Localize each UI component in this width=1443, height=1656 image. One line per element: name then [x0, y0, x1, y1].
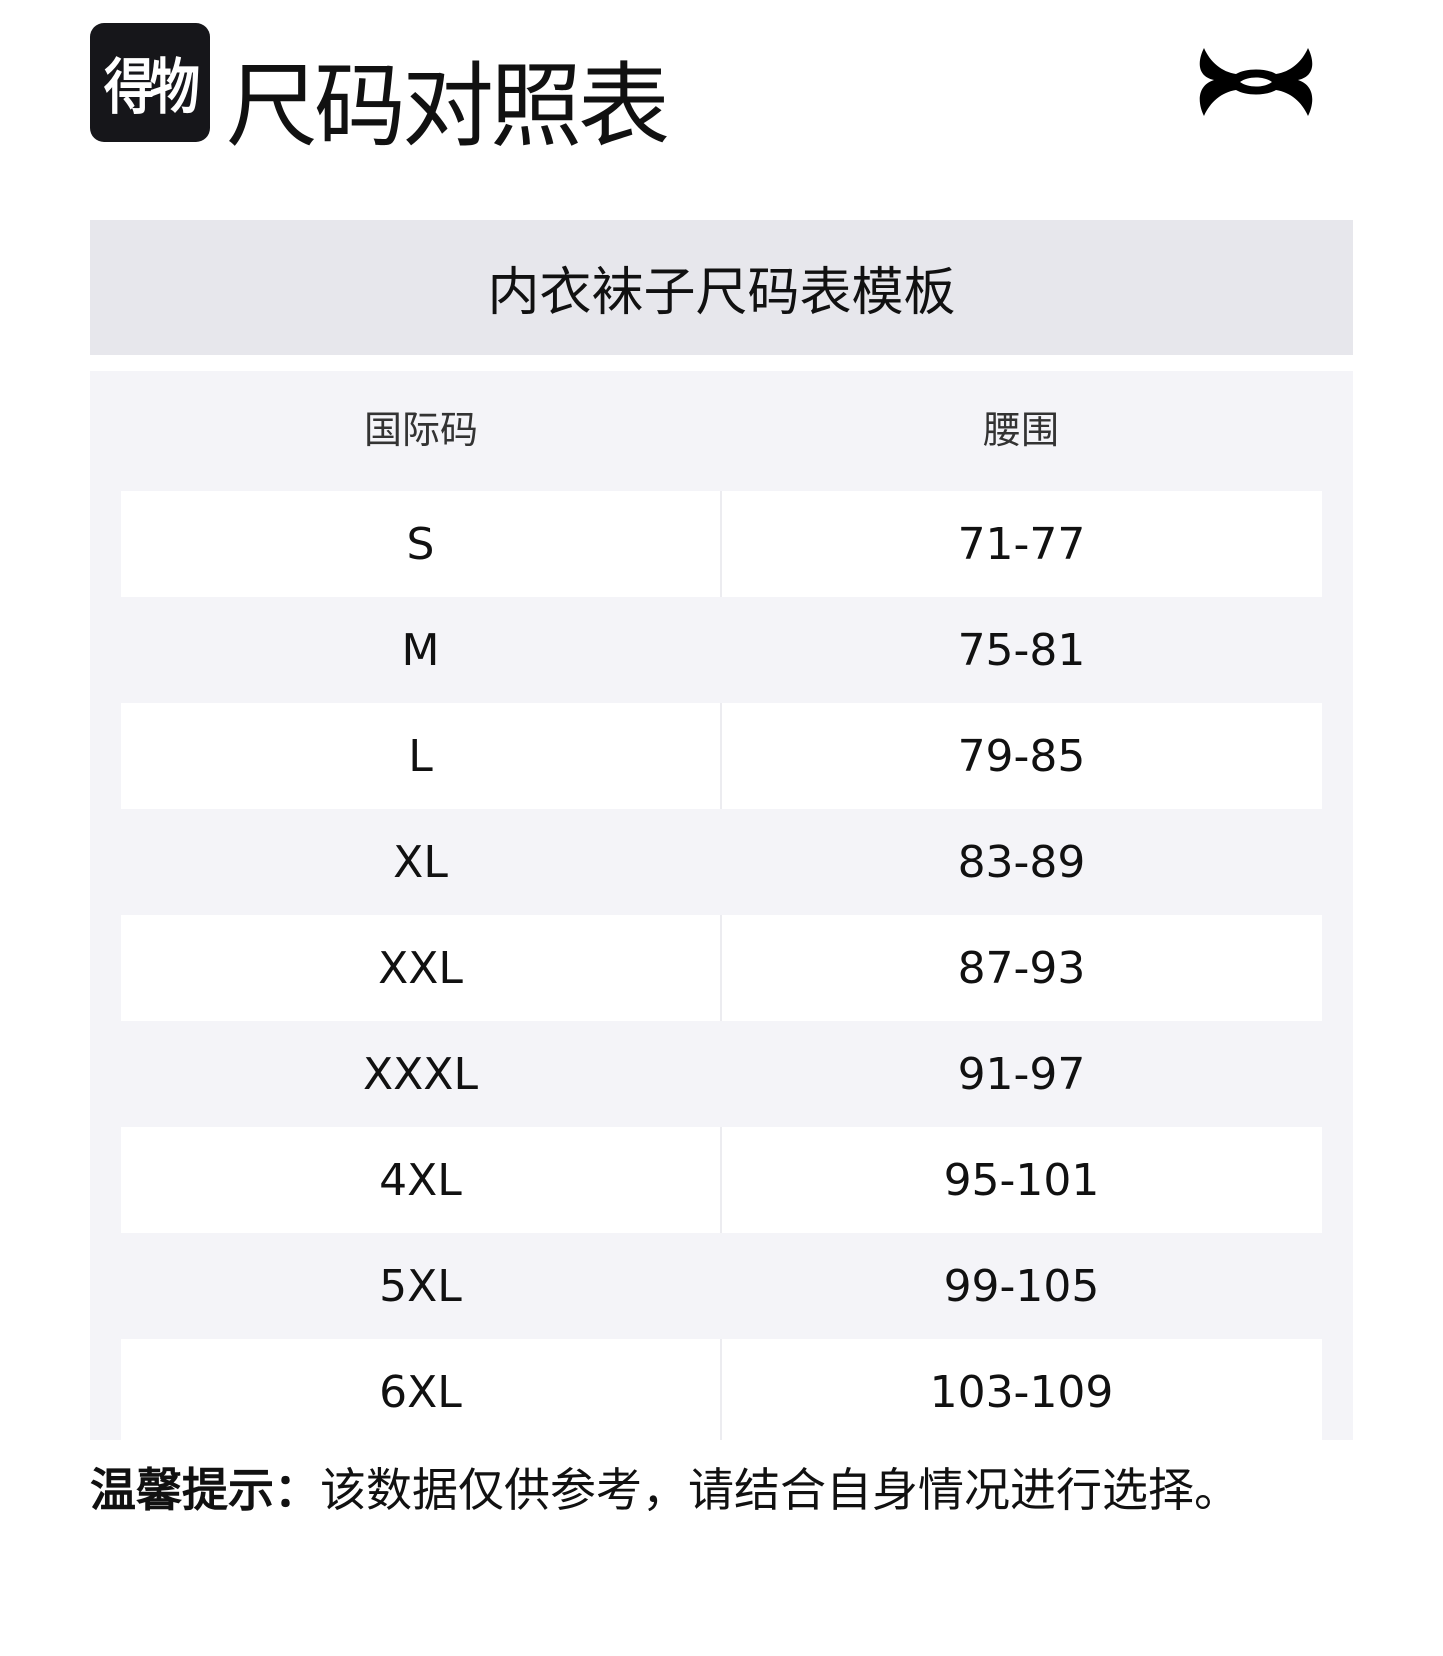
- cell-size: L: [121, 703, 722, 809]
- cell-waist: 103-109: [929, 1366, 1114, 1418]
- cell-waist: 99-105: [943, 1260, 1100, 1312]
- cell-waist: 79-85: [957, 730, 1086, 782]
- cell-size: 5XL: [379, 1260, 462, 1312]
- cell-size: 6XL: [121, 1339, 722, 1440]
- cell-waist: 95-101: [943, 1154, 1100, 1206]
- cell-waist: 75-81: [957, 624, 1086, 676]
- column-header-size: 国际码: [363, 408, 478, 452]
- table-row: 4XL 95-101: [121, 1127, 1322, 1233]
- table-row: 5XL 99-105: [121, 1233, 1322, 1339]
- dewu-logo: 得物: [90, 23, 210, 142]
- table-row: XXXL 91-97: [121, 1021, 1322, 1127]
- table-title: 内衣袜子尺码表模板: [487, 263, 956, 323]
- table-row: XXL 87-93: [121, 915, 1322, 1021]
- cell-waist: 71-77: [957, 518, 1086, 570]
- table-title-band: 内衣袜子尺码表模板: [90, 220, 1353, 355]
- cell-waist: 91-97: [957, 1048, 1086, 1100]
- cell-size: XL: [393, 836, 448, 888]
- column-header-waist: 腰围: [982, 408, 1059, 452]
- table-row: M 75-81: [121, 597, 1322, 703]
- page-title: 尺码对照表: [226, 53, 670, 160]
- footer-text: 该数据仅供参考，请结合自身情况进行选择。: [320, 1463, 1240, 1517]
- footer-note: 温馨提示：该数据仅供参考，请结合自身情况进行选择。: [90, 1454, 1240, 1520]
- table-row: L 79-85: [121, 703, 1322, 809]
- cell-size: XXXL: [363, 1048, 478, 1100]
- cell-waist: 87-93: [957, 942, 1086, 994]
- table-row: S 71-77: [121, 491, 1322, 597]
- table-row: 6XL 103-109: [121, 1339, 1322, 1440]
- cell-size: S: [121, 491, 722, 597]
- dewu-logo-text: 得物: [104, 52, 200, 123]
- cell-size: 4XL: [121, 1127, 722, 1233]
- size-table: 国际码 腰围 S 71-77 M 75-81 L 79-85 XL 83-89 XXL 87-93…: [90, 371, 1353, 1440]
- table-row: XL 83-89: [121, 809, 1322, 915]
- cell-size: XXL: [121, 915, 722, 1021]
- cell-waist: 83-89: [957, 836, 1086, 888]
- under-armour-logo-icon: [1199, 48, 1313, 116]
- table-header: 国际码 腰围: [90, 371, 1353, 491]
- cell-size: M: [401, 624, 440, 676]
- footer-label: 温馨提示：: [90, 1463, 320, 1517]
